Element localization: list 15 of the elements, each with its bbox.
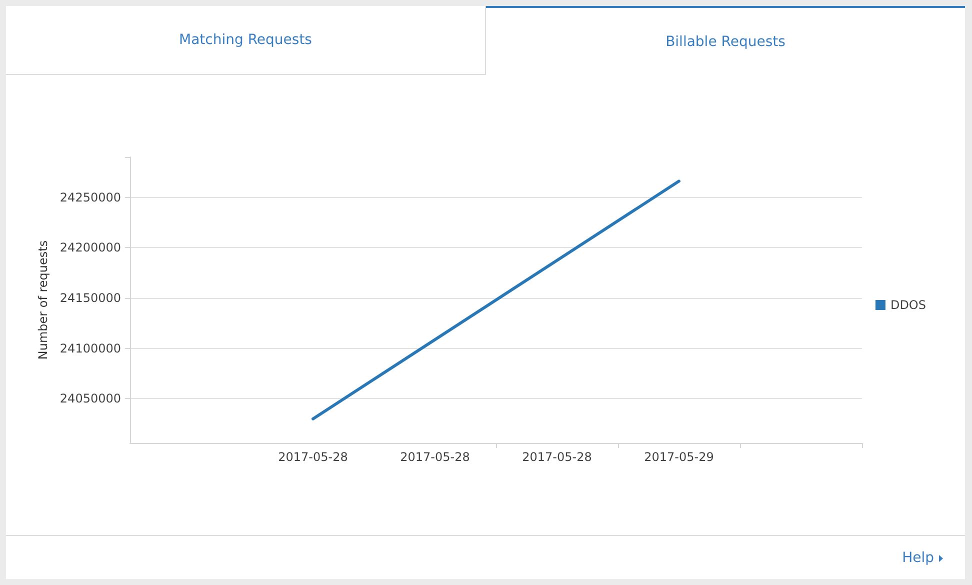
- tab: Matching Requests: [6, 6, 486, 75]
- x-tick-label: 2017-05-28: [278, 450, 348, 464]
- y-tick-label: 24150000: [60, 290, 121, 305]
- help-link: Help: [902, 548, 943, 568]
- x-tick-label: 2017-05-29: [644, 450, 714, 464]
- y-tick-label: 24050000: [60, 392, 121, 406]
- x-tick-label: 2017-05-28: [522, 450, 592, 464]
- y-tick-label: 24250000: [60, 190, 121, 204]
- x-tick-label: 2017-05-28: [400, 450, 470, 464]
- y-tick-label: 24200000: [60, 240, 121, 255]
- y-tick-label: 24100000: [60, 341, 121, 356]
- legend-label: DDOS: [890, 298, 926, 312]
- chart-title: Billable Requests: [666, 34, 786, 50]
- tab: Billable Requests: [486, 6, 965, 76]
- y-axis-title: Number of requests: [36, 240, 50, 360]
